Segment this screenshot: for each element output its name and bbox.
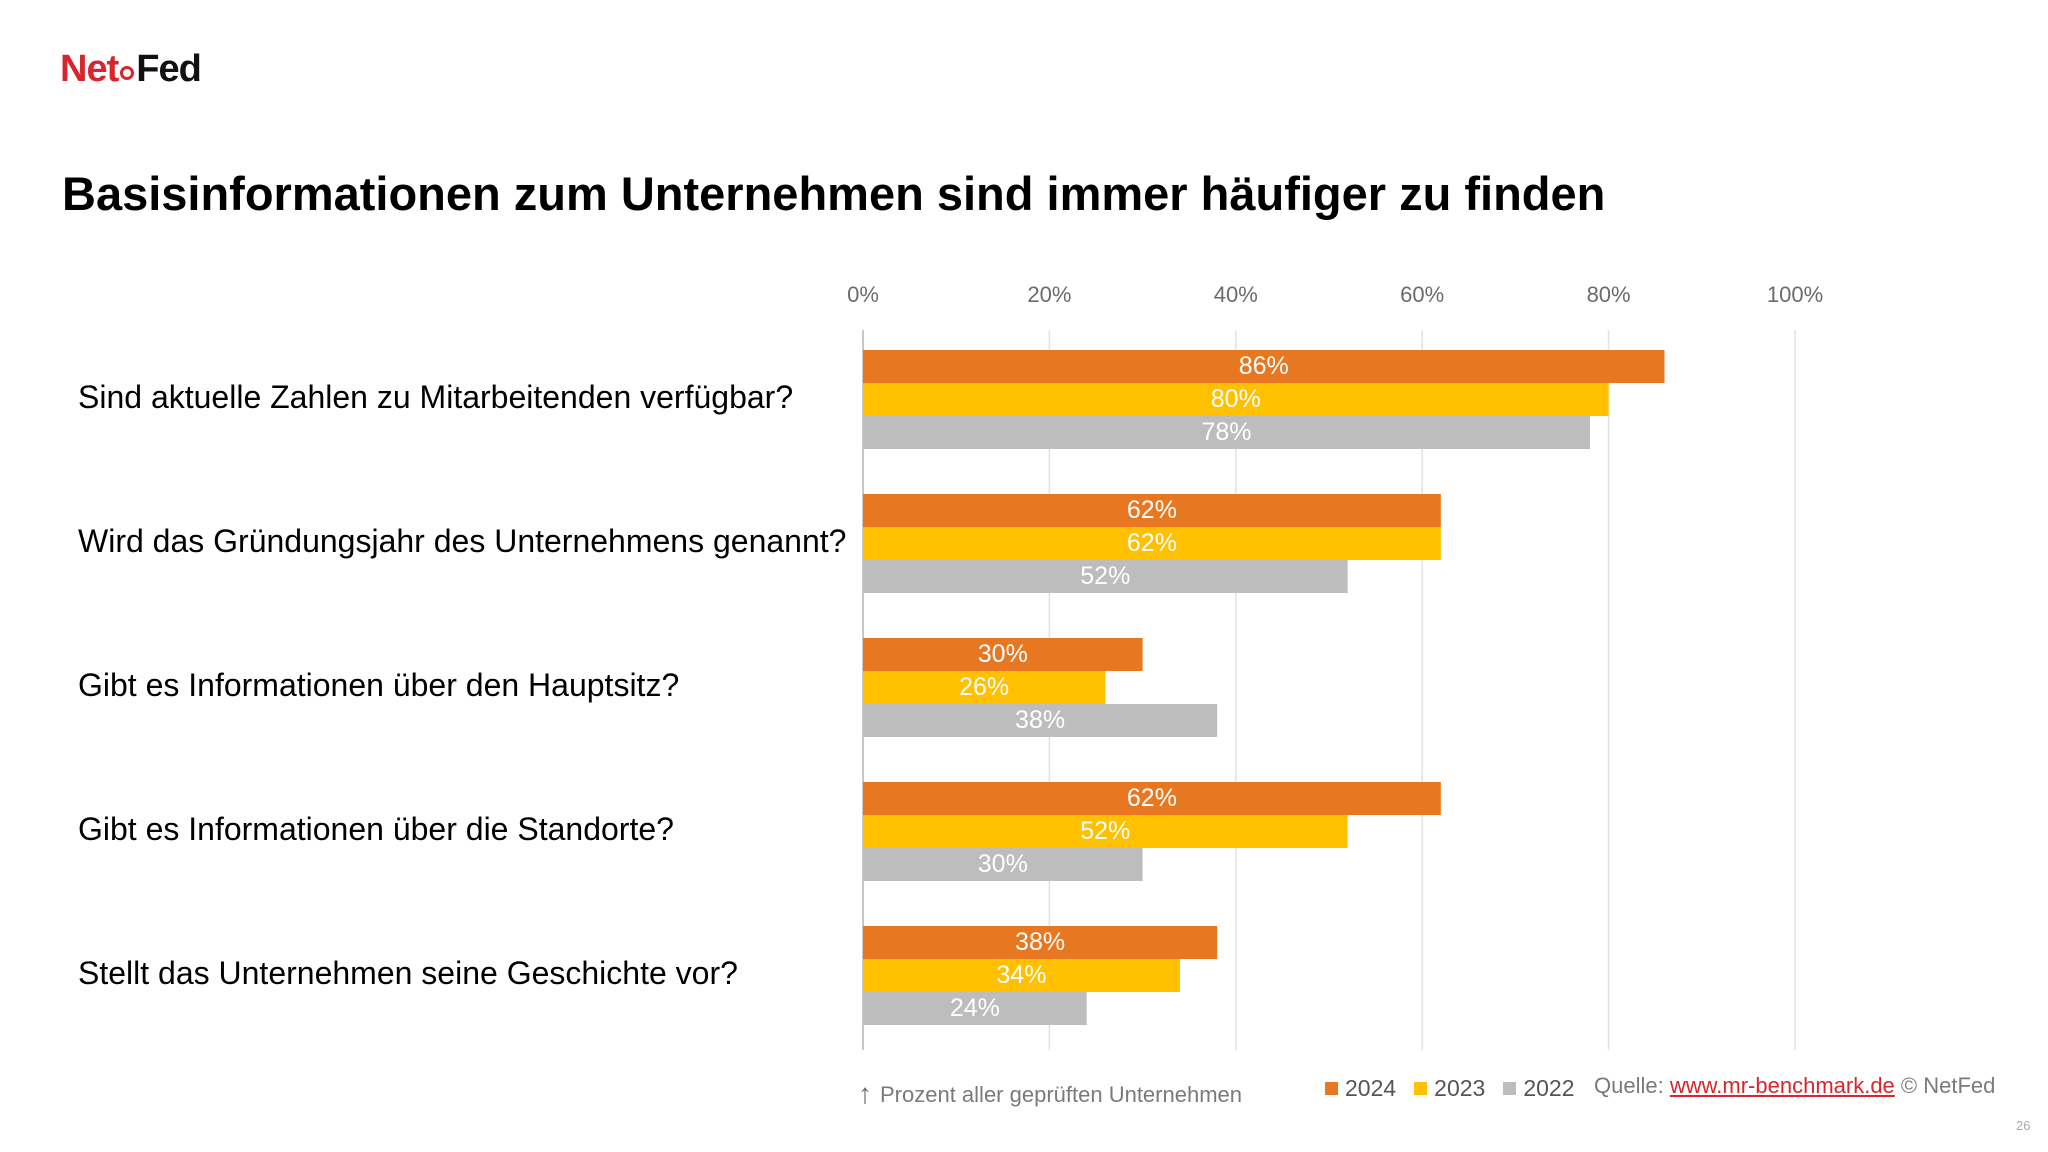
data-label: 62%	[1127, 496, 1177, 524]
category-label: Sind aktuelle Zahlen zu Mitarbeitenden v…	[78, 379, 793, 415]
legend-item-2024: 2024	[1325, 1075, 1396, 1102]
arrow-up-icon: ↑	[858, 1078, 872, 1109]
logo-part-net: Net	[60, 48, 119, 90]
bar-2024	[863, 782, 1441, 815]
bar-2023	[863, 527, 1441, 560]
legend-label: 2023	[1434, 1075, 1486, 1101]
data-label: 24%	[950, 994, 1000, 1022]
category-label: Gibt es Informationen über den Hauptsitz…	[78, 667, 679, 703]
bar-2022	[863, 560, 1348, 593]
legend-label: 2024	[1345, 1075, 1397, 1101]
category-label: Wird das Gründungsjahr des Unternehmens …	[78, 523, 846, 559]
data-label: 78%	[1201, 418, 1251, 446]
source-copyright: © NetFed	[1900, 1073, 1996, 1098]
bar-2024	[863, 494, 1441, 527]
bar-2022	[863, 416, 1590, 449]
x-tick-label: 60%	[1400, 282, 1444, 307]
legend-swatch	[1503, 1082, 1517, 1095]
x-tick-label: 20%	[1027, 282, 1071, 307]
bar-2023	[863, 383, 1609, 416]
x-tick-label: 100%	[1767, 282, 1823, 307]
x-tick-label: 0%	[847, 282, 879, 307]
bar-2023	[863, 815, 1348, 848]
bar-2023	[863, 671, 1106, 704]
data-label: 38%	[1015, 706, 1065, 734]
bar-2022	[863, 848, 1143, 881]
legend-item-2022: 2022	[1503, 1075, 1575, 1102]
data-label: 38%	[1015, 928, 1065, 956]
data-label: 52%	[1080, 562, 1130, 590]
page-number: 26	[2016, 1118, 2031, 1133]
logo-part-fed: Fed	[136, 48, 202, 90]
legend-swatch	[1325, 1082, 1338, 1095]
page-title: Basisinformationen zum Unternehmen sind …	[62, 167, 1606, 220]
data-label: 86%	[1239, 352, 1289, 380]
bar-2024	[863, 926, 1218, 959]
data-label: 26%	[959, 673, 1009, 701]
netfed-logo: Net Fed	[60, 48, 202, 91]
data-label: 62%	[1127, 529, 1177, 557]
x-tick-label: 40%	[1214, 282, 1258, 307]
legend: 2024 2023 2022	[1325, 1075, 1593, 1102]
bar-2024	[863, 350, 1665, 383]
axis-note: ↑ Prozent aller geprüften Unternehmen	[858, 1080, 1242, 1108]
data-label: 30%	[978, 850, 1028, 878]
legend-swatch	[1414, 1082, 1428, 1095]
category-label: Gibt es Informationen über die Standorte…	[78, 811, 674, 847]
data-label: 30%	[978, 640, 1028, 668]
bar-2024	[863, 638, 1143, 671]
axis-note-text: Prozent aller geprüften Unternehmen	[880, 1082, 1242, 1107]
category-label: Stellt das Unternehmen seine Geschichte …	[78, 955, 738, 991]
bar-2023	[863, 959, 1180, 992]
data-label: 62%	[1127, 784, 1177, 812]
source-prefix: Quelle:	[1594, 1073, 1664, 1098]
legend-item-2023: 2023	[1414, 1075, 1485, 1102]
bar-2022	[863, 704, 1218, 737]
data-label: 52%	[1080, 817, 1130, 845]
data-label: 80%	[1211, 385, 1261, 413]
x-tick-label: 80%	[1587, 282, 1631, 307]
data-label: 34%	[996, 961, 1046, 989]
bar-2022	[863, 992, 1087, 1025]
source-note: Quelle: www.mr-benchmark.de © NetFed	[1594, 1073, 1995, 1099]
source-link[interactable]: www.mr-benchmark.de	[1669, 1073, 1895, 1098]
legend-label: 2022	[1523, 1075, 1575, 1101]
logo-dot-icon	[120, 65, 135, 80]
